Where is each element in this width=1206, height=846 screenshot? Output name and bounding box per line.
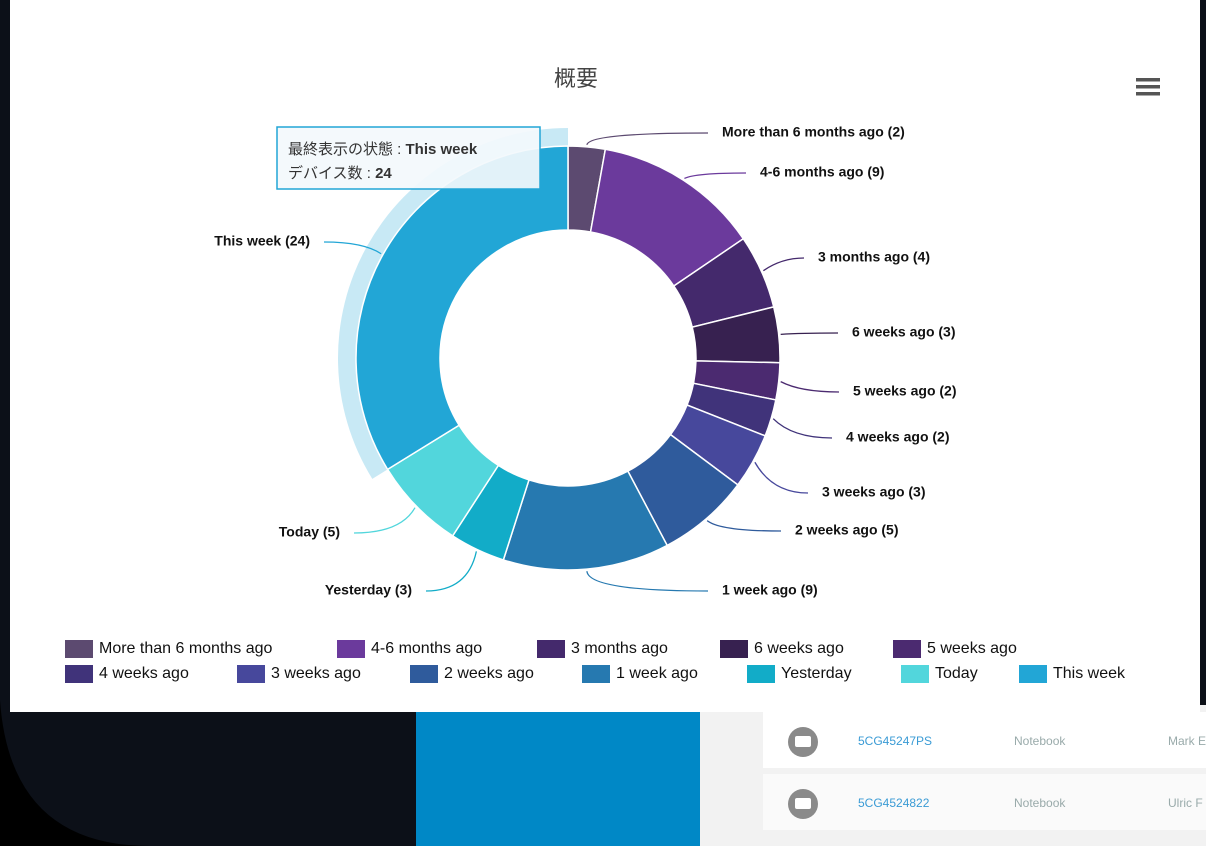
legend-label: 2 weeks ago [444, 665, 534, 682]
legend-item[interactable]: 1 week ago [582, 665, 698, 683]
legend-label: 1 week ago [616, 665, 698, 682]
menu-bar [1136, 78, 1160, 82]
legend-swatch [747, 665, 775, 683]
legend-swatch [65, 665, 93, 683]
label-connector [762, 257, 805, 272]
data-label: 3 weeks ago (3) [822, 484, 926, 500]
label-connector [586, 132, 709, 146]
data-label: 5 weeks ago (2) [853, 383, 957, 399]
legend-item[interactable]: Today [901, 665, 978, 683]
data-label: 4 weeks ago (2) [846, 429, 950, 445]
legend-item[interactable]: Yesterday [747, 665, 852, 683]
tooltip-key: 最終表示の状態 : [288, 141, 406, 158]
legend-swatch [893, 640, 921, 658]
row-bg [763, 774, 1206, 830]
device-icon [795, 736, 811, 747]
legend-item[interactable]: More than 6 months ago [65, 640, 273, 658]
chart-title: 概要 [554, 66, 598, 91]
label-connector [754, 461, 809, 494]
owner: Mark E [1168, 734, 1206, 748]
tooltip-key: デバイス数 : [288, 164, 375, 182]
serial-link[interactable]: 5CG45247PS [858, 734, 932, 748]
legend-swatch [1019, 665, 1047, 683]
tooltip-line: デバイス数 : 24 [288, 164, 392, 182]
legend-item[interactable]: 4-6 months ago [337, 640, 482, 658]
data-label: More than 6 months ago (2) [722, 124, 905, 140]
menu-button[interactable] [1136, 78, 1160, 96]
data-label: Yesterday (3) [325, 582, 412, 598]
legend-label: 4 weeks ago [99, 665, 189, 682]
serial-link[interactable]: 5CG4524822 [858, 796, 930, 810]
label-connector [684, 172, 747, 180]
label-connector [772, 418, 833, 439]
label-connector [586, 570, 709, 592]
chart-card [10, 0, 1200, 712]
legend-swatch [237, 665, 265, 683]
legend-swatch [337, 640, 365, 658]
data-label: 6 weeks ago (3) [852, 324, 956, 340]
hover-halo [338, 128, 568, 479]
legend-item[interactable]: 3 months ago [537, 640, 668, 658]
tooltip-value: 24 [375, 165, 392, 182]
label-connector [425, 551, 478, 592]
label-connector [706, 520, 782, 532]
label-connector [780, 332, 839, 336]
legend-label: 3 weeks ago [271, 665, 361, 682]
row-bg [763, 712, 1206, 768]
tooltip: 最終表示の状態 : This week デバイス数 : 24 [276, 126, 541, 190]
legend-item[interactable]: 3 weeks ago [237, 665, 361, 683]
label-connector [780, 381, 840, 393]
legend-item[interactable]: 5 weeks ago [893, 640, 1017, 658]
blue-panel [416, 705, 700, 846]
legend-label: More than 6 months ago [99, 640, 273, 657]
legend-item[interactable]: This week [1019, 665, 1126, 683]
legend-item[interactable]: 6 weeks ago [720, 640, 844, 658]
tooltip-value: This week [406, 141, 478, 158]
label-connector [323, 241, 382, 255]
legend-label: 3 months ago [571, 640, 668, 657]
data-label: 3 months ago (4) [818, 249, 930, 265]
legend-label: Today [935, 665, 978, 682]
legend-swatch [410, 665, 438, 683]
legend-swatch [65, 640, 93, 658]
menu-bar [1136, 92, 1160, 96]
label-connector [353, 507, 416, 534]
data-label: 2 weeks ago (5) [795, 522, 899, 538]
data-label: This week (24) [214, 233, 310, 249]
tooltip-box [276, 126, 541, 190]
legend-label: 5 weeks ago [927, 640, 1017, 657]
data-label: 1 week ago (9) [722, 582, 818, 598]
tooltip-line: 最終表示の状態 : This week [288, 141, 478, 158]
legend-swatch [582, 665, 610, 683]
menu-bar [1136, 85, 1160, 89]
legend-swatch [720, 640, 748, 658]
device-type: Notebook [1014, 796, 1066, 810]
legend-swatch [537, 640, 565, 658]
device-icon [795, 798, 811, 809]
legend-label: 4-6 months ago [371, 640, 482, 657]
owner: Ulric F [1168, 796, 1203, 810]
legend-label: This week [1053, 665, 1126, 682]
device-type: Notebook [1014, 734, 1066, 748]
data-label: Today (5) [279, 524, 340, 540]
legend-label: Yesterday [781, 665, 852, 682]
legend-label: 6 weeks ago [754, 640, 844, 657]
corner [0, 700, 150, 846]
legend-item[interactable]: 4 weeks ago [65, 665, 189, 683]
legend-item[interactable]: 2 weeks ago [410, 665, 534, 683]
data-label: 4-6 months ago (9) [760, 164, 884, 180]
legend-swatch [901, 665, 929, 683]
